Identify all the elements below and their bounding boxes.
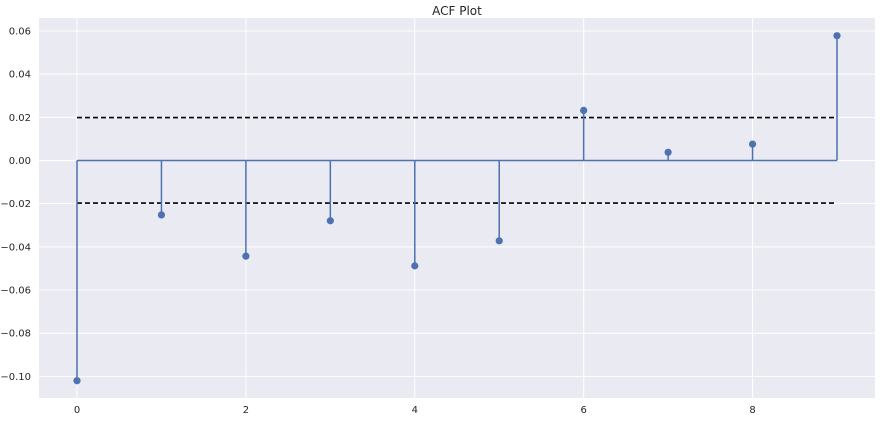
stem-marker [495, 237, 503, 245]
y-tick-label: 0.06 [9, 26, 31, 37]
x-tick-label: 6 [580, 405, 586, 416]
x-tick-label: 2 [243, 405, 249, 416]
y-tick-label: −0.06 [0, 286, 31, 297]
plot-background [39, 18, 875, 398]
y-tick-label: 0.02 [9, 113, 31, 124]
stem-marker [157, 211, 166, 219]
y-tick-label: −0.10 [0, 372, 31, 383]
x-tick-label: 0 [74, 405, 80, 416]
y-tick-label: −0.08 [0, 329, 31, 340]
stem-marker [580, 106, 588, 115]
stem-marker [326, 217, 334, 225]
stem-marker [748, 140, 757, 148]
stem-marker [411, 262, 419, 270]
chart-title: ACF Plot [432, 4, 482, 18]
stem-marker [242, 252, 250, 260]
x-axis-ticks: 0 2 4 6 8 [74, 405, 756, 416]
stem-marker [833, 32, 841, 40]
stem-marker [664, 148, 672, 156]
y-tick-label: −0.02 [0, 199, 31, 210]
stem-marker [73, 377, 81, 385]
y-tick-label: 0.00 [9, 156, 31, 167]
confidence-band [77, 116, 837, 204]
y-tick-label: −0.04 [0, 242, 31, 253]
x-tick-label: 4 [412, 405, 418, 416]
y-axis-ticks: −0.10 −0.08 −0.06 −0.04 −0.02 0.00 0.02 0.04 0.0… [0, 26, 31, 382]
stem-series [73, 32, 841, 385]
x-tick-label: 8 [749, 405, 755, 416]
y-tick-label: 0.04 [9, 70, 31, 81]
